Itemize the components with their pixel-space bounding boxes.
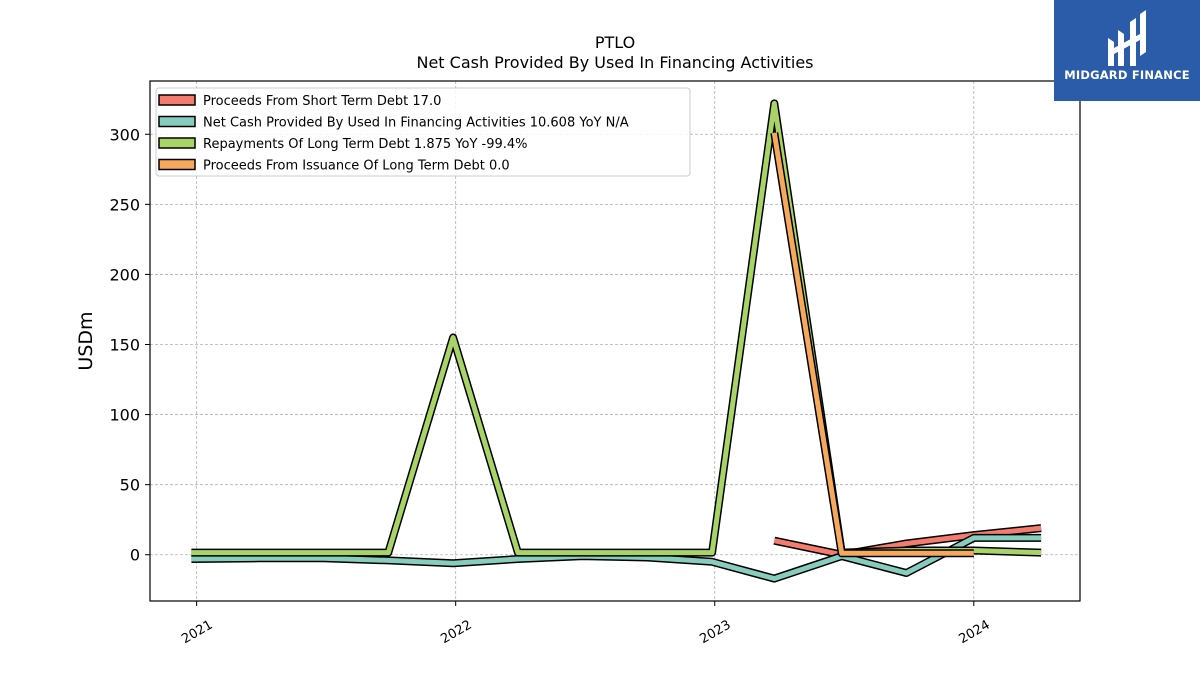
y-axis-label: USDm <box>75 311 97 370</box>
legend-label: Repayments Of Long Term Debt 1.875 YoY -… <box>203 137 528 152</box>
legend-label: Proceeds From Short Term Debt 17.0 <box>203 94 441 109</box>
series-1 <box>773 524 1042 559</box>
plot-frame <box>149 80 1081 602</box>
y-tick-label: 100 <box>109 406 140 425</box>
y-tick-label: 0 <box>130 546 140 565</box>
y-tick-label: 200 <box>109 265 140 284</box>
series-lines <box>191 99 1042 583</box>
series-line <box>771 132 974 556</box>
legend-label: Proceeds From Issuance Of Long Term Debt… <box>203 159 510 174</box>
series-4 <box>770 132 974 558</box>
series-line <box>191 535 1042 582</box>
y-tick-label: 300 <box>109 125 140 144</box>
series-line <box>773 525 1042 558</box>
chart-subtitle: Net Cash Provided By Used In Financing A… <box>416 53 813 72</box>
legend-swatch <box>158 158 196 171</box>
legend-swatch <box>158 94 196 106</box>
chart-title: PTLO <box>595 33 635 52</box>
midgard-finance-logo: MIDGARD FINANCE <box>1054 0 1200 101</box>
y-tick-label: 50 <box>120 476 140 495</box>
y-tick-label: 150 <box>109 336 140 355</box>
legend-swatch <box>158 137 196 149</box>
logo-text: MIDGARD FINANCE <box>1064 68 1190 82</box>
legend: Proceeds From Short Term Debt 17.0 Net Ca… <box>155 87 691 177</box>
y-tick-label: 250 <box>109 195 140 214</box>
legend-label: Net Cash Provided By Used In Financing A… <box>203 116 629 131</box>
legend-swatch <box>158 115 196 128</box>
midgard-logo-icon <box>1108 10 1146 66</box>
legend-box <box>155 87 691 177</box>
series-2 <box>191 533 1042 583</box>
